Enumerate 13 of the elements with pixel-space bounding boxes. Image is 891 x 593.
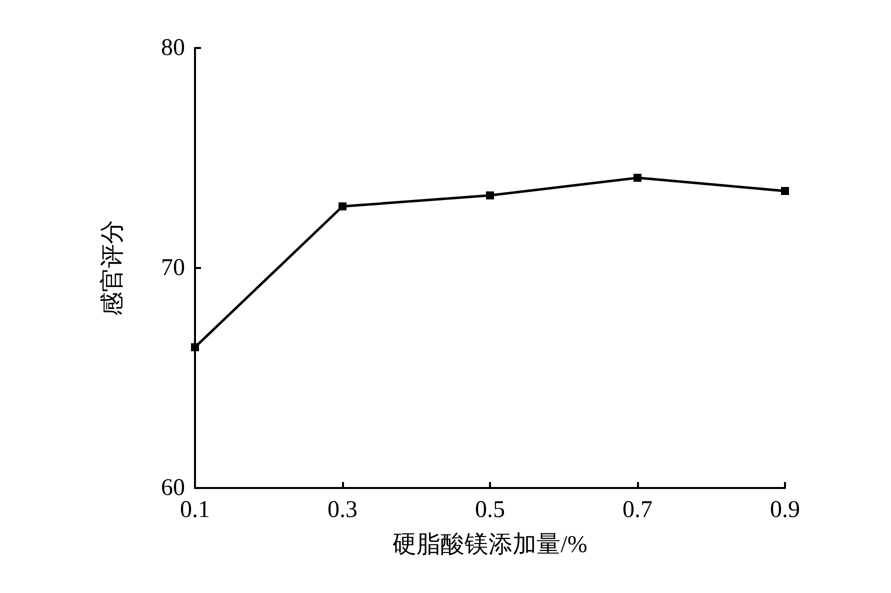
point	[634, 174, 642, 182]
x-tick-label: 0.5	[475, 497, 505, 523]
x-tick-label: 0.9	[770, 497, 800, 523]
y-tick-label: 80	[161, 35, 185, 61]
point	[486, 191, 494, 200]
y-axis-title: 感官评分	[99, 220, 126, 316]
point	[338, 202, 346, 210]
x-tick-label: 0.3	[328, 497, 358, 523]
x-tick-label: 0.7	[622, 497, 652, 523]
x-axis-title: 硬脂酸镁添加量/%	[392, 532, 588, 558]
point	[781, 187, 789, 195]
point	[191, 343, 199, 352]
y-tick-label: 70	[161, 255, 185, 281]
